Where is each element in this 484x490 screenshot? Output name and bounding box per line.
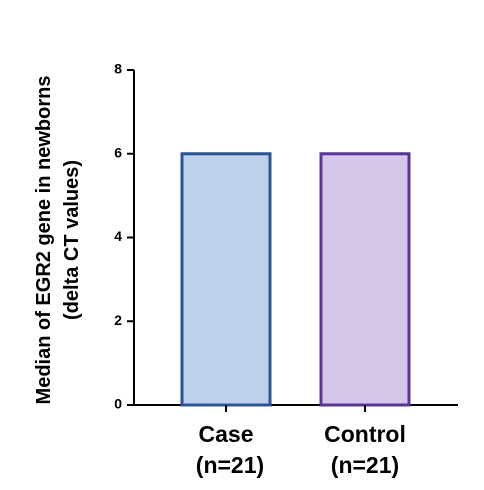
- y-axis-label: Median of EGR2 gene in newborns (delta C…: [33, 76, 83, 405]
- bar: [319, 152, 411, 407]
- y-tick-label: 4: [114, 228, 122, 244]
- x-tick-label: Control: [324, 421, 406, 447]
- x-tick-label: (n=21): [331, 452, 399, 478]
- y-tick-label: 8: [114, 61, 122, 77]
- bar: [180, 152, 272, 407]
- x-tick-label: Case: [199, 421, 254, 447]
- y-tick-label: 2: [114, 312, 122, 328]
- y-axis-label-line: Median of EGR2 gene in newborns: [33, 76, 55, 405]
- y-tick-label: 0: [114, 396, 122, 412]
- y-tick-label: 6: [114, 144, 122, 160]
- y-axis-label-line: (delta CT values): [61, 160, 83, 320]
- x-tick-label: (n=21): [196, 452, 264, 478]
